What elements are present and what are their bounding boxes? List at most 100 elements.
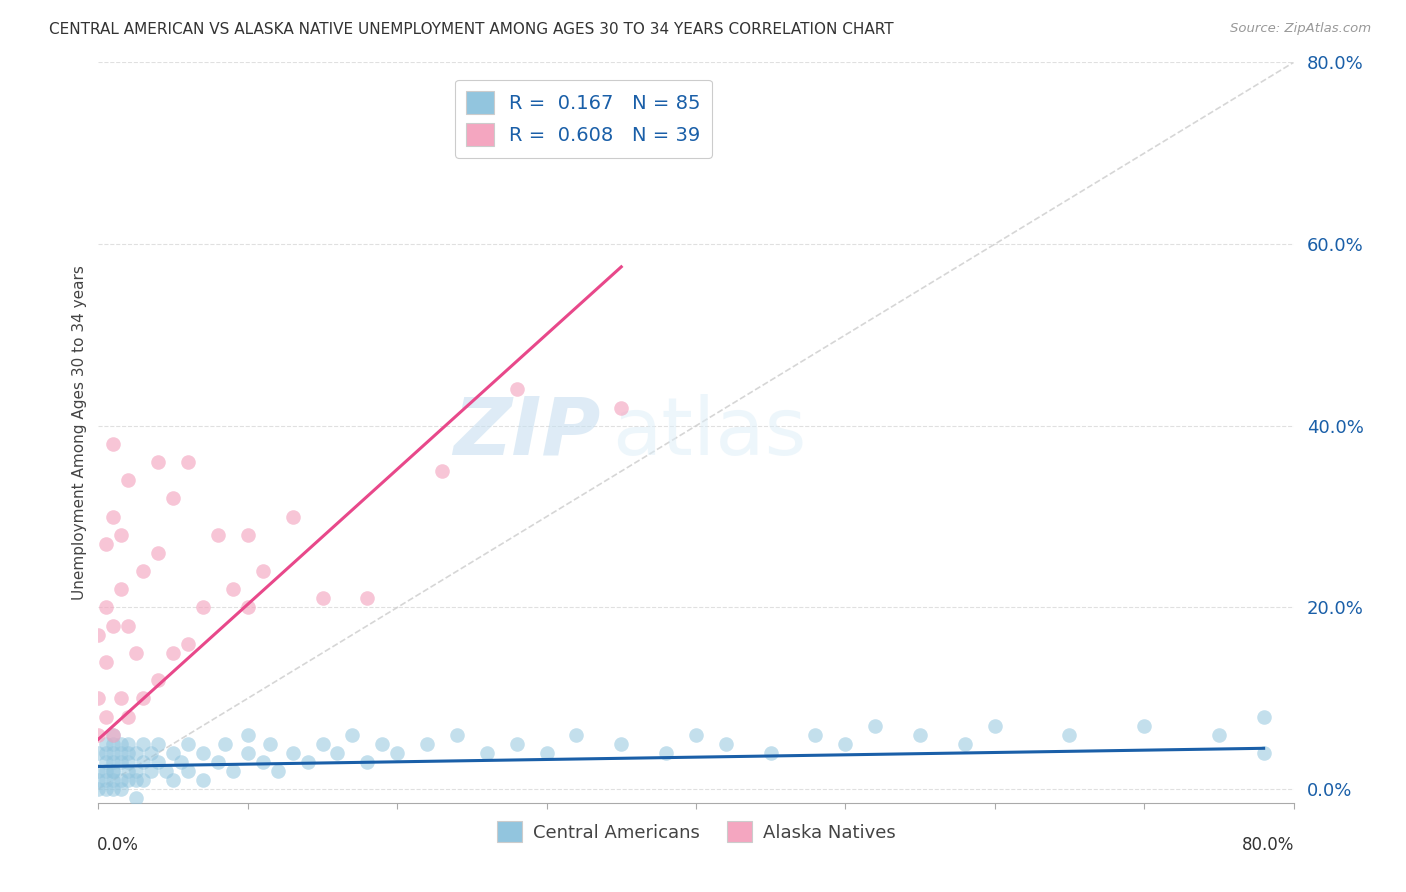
Point <box>139 746 162 760</box>
Point <box>87 628 110 642</box>
Point <box>94 655 117 669</box>
Point <box>110 755 132 769</box>
Text: Source: ZipAtlas.com: Source: ZipAtlas.com <box>1230 22 1371 36</box>
Point <box>207 528 229 542</box>
Point <box>371 737 394 751</box>
Point <box>1253 746 1275 760</box>
Point <box>162 773 184 788</box>
Point <box>110 782 132 797</box>
Point <box>267 764 290 778</box>
Point <box>430 464 453 478</box>
Point <box>565 728 588 742</box>
Point <box>236 600 259 615</box>
Text: ZIP: ZIP <box>453 393 600 472</box>
Point <box>117 746 139 760</box>
Point <box>94 737 117 751</box>
Point <box>94 773 117 788</box>
Point <box>1059 728 1081 742</box>
Point <box>103 764 125 778</box>
Point <box>110 746 132 760</box>
Point <box>110 582 132 597</box>
Point <box>103 509 125 524</box>
Point <box>103 755 125 769</box>
Point <box>162 491 184 506</box>
Point <box>610 401 633 415</box>
Point <box>356 755 378 769</box>
Point <box>236 728 259 742</box>
Point <box>87 728 110 742</box>
Point <box>125 773 148 788</box>
Point <box>87 773 110 788</box>
Point <box>236 528 259 542</box>
Point <box>103 746 125 760</box>
Point <box>117 755 139 769</box>
Point <box>132 755 155 769</box>
Point <box>252 564 274 578</box>
Point <box>103 764 125 778</box>
Point <box>117 773 139 788</box>
Point <box>908 728 931 742</box>
Point <box>759 746 782 760</box>
Point <box>125 746 148 760</box>
Point <box>103 618 125 632</box>
Point <box>311 591 333 606</box>
Point <box>155 764 177 778</box>
Point <box>103 728 125 742</box>
Point <box>132 691 155 706</box>
Point <box>506 383 529 397</box>
Point <box>110 691 132 706</box>
Point <box>297 755 319 769</box>
Point <box>148 546 170 560</box>
Point <box>103 437 125 451</box>
Point <box>132 773 155 788</box>
Point <box>117 764 139 778</box>
Point <box>94 755 117 769</box>
Point <box>117 709 139 723</box>
Point <box>94 764 117 778</box>
Point <box>222 582 245 597</box>
Y-axis label: Unemployment Among Ages 30 to 34 years: Unemployment Among Ages 30 to 34 years <box>72 265 87 600</box>
Point <box>132 737 155 751</box>
Point <box>326 746 349 760</box>
Point <box>177 764 200 778</box>
Point <box>87 764 110 778</box>
Point <box>342 728 364 742</box>
Point <box>125 646 148 660</box>
Point <box>117 473 139 487</box>
Point <box>148 755 170 769</box>
Text: atlas: atlas <box>613 393 807 472</box>
Point <box>475 746 498 760</box>
Point <box>953 737 976 751</box>
Point <box>416 737 439 751</box>
Point <box>655 746 678 760</box>
Point <box>446 728 468 742</box>
Point <box>536 746 558 760</box>
Point <box>148 455 170 469</box>
Point <box>214 737 236 751</box>
Point <box>87 691 110 706</box>
Point <box>162 646 184 660</box>
Point <box>281 746 304 760</box>
Point <box>103 728 125 742</box>
Point <box>87 782 110 797</box>
Legend: Central Americans, Alaska Natives: Central Americans, Alaska Natives <box>489 814 903 849</box>
Point <box>148 737 170 751</box>
Point <box>714 737 737 751</box>
Point <box>984 718 1007 732</box>
Point <box>117 618 139 632</box>
Point <box>125 764 148 778</box>
Text: CENTRAL AMERICAN VS ALASKA NATIVE UNEMPLOYMENT AMONG AGES 30 TO 34 YEARS CORRELA: CENTRAL AMERICAN VS ALASKA NATIVE UNEMPL… <box>49 22 894 37</box>
Point <box>259 737 281 751</box>
Point <box>94 709 117 723</box>
Point <box>87 746 110 760</box>
Text: 80.0%: 80.0% <box>1243 836 1295 855</box>
Point <box>207 755 229 769</box>
Point <box>110 737 132 751</box>
Point <box>1208 728 1230 742</box>
Point <box>177 737 200 751</box>
Point <box>177 455 200 469</box>
Point <box>506 737 529 751</box>
Point <box>132 564 155 578</box>
Point <box>281 509 304 524</box>
Point <box>169 755 191 769</box>
